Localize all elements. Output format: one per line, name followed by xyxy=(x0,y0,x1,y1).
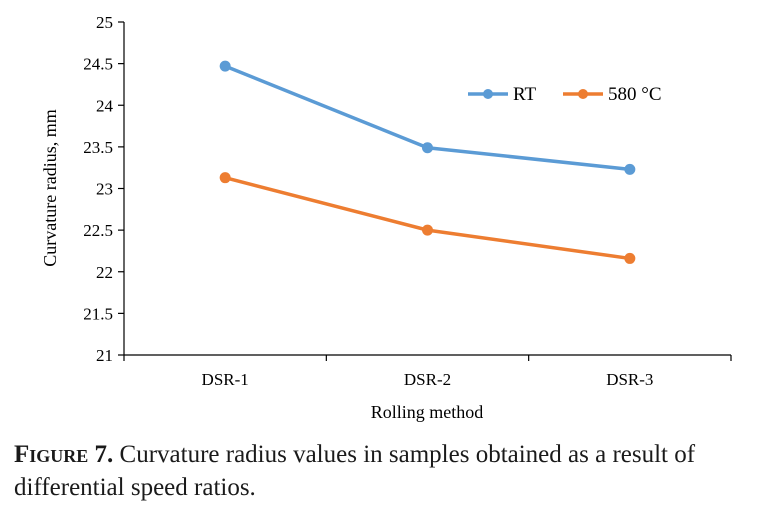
x-tick-label: DSR-3 xyxy=(606,370,653,389)
data-point xyxy=(422,142,433,154)
legend-swatch-marker xyxy=(578,89,588,99)
legend: RT 580 °C xyxy=(468,84,662,105)
legend-label: 580 °C xyxy=(608,84,662,105)
figure-number: 7. xyxy=(94,441,114,468)
y-tick-label: 22 xyxy=(96,263,113,282)
y-tick-label: 24.5 xyxy=(83,55,113,74)
y-tick-label: 22.5 xyxy=(83,221,113,240)
caption-text: Curvature radius values in samples obtai… xyxy=(14,441,696,501)
series-line-1 xyxy=(224,64,631,172)
x-axis-title: Rolling method xyxy=(371,402,484,422)
y-tick-label: 23.5 xyxy=(83,138,113,157)
x-tick-label: DSR-1 xyxy=(202,370,249,389)
y-axis-title: Curvature radius, mm xyxy=(40,109,60,266)
y-axis: 21 21.5 22 22.5 23 23.5 24 24.5 25 xyxy=(83,13,125,365)
series-line-2 xyxy=(224,175,631,261)
legend-label: RT xyxy=(513,84,537,105)
data-point xyxy=(219,172,231,184)
x-tick-label: DSR-2 xyxy=(404,370,451,389)
data-point xyxy=(624,163,636,175)
legend-swatch-marker xyxy=(483,89,493,99)
x-axis: DSR-1 DSR-2 DSR-3 xyxy=(123,354,732,389)
data-point xyxy=(624,252,636,264)
figure-caption: Figure 7. Curvature radius values in sam… xyxy=(14,438,744,504)
data-point xyxy=(422,224,433,236)
data-point xyxy=(219,60,231,72)
figure-label: Figure xyxy=(14,441,89,468)
y-tick-label: 23 xyxy=(96,180,113,199)
y-tick-label: 24 xyxy=(96,96,114,115)
y-tick-label: 21.5 xyxy=(83,304,113,323)
series-layer xyxy=(219,60,636,264)
y-tick-label: 25 xyxy=(96,13,113,32)
y-tick-label: 21 xyxy=(96,346,113,365)
